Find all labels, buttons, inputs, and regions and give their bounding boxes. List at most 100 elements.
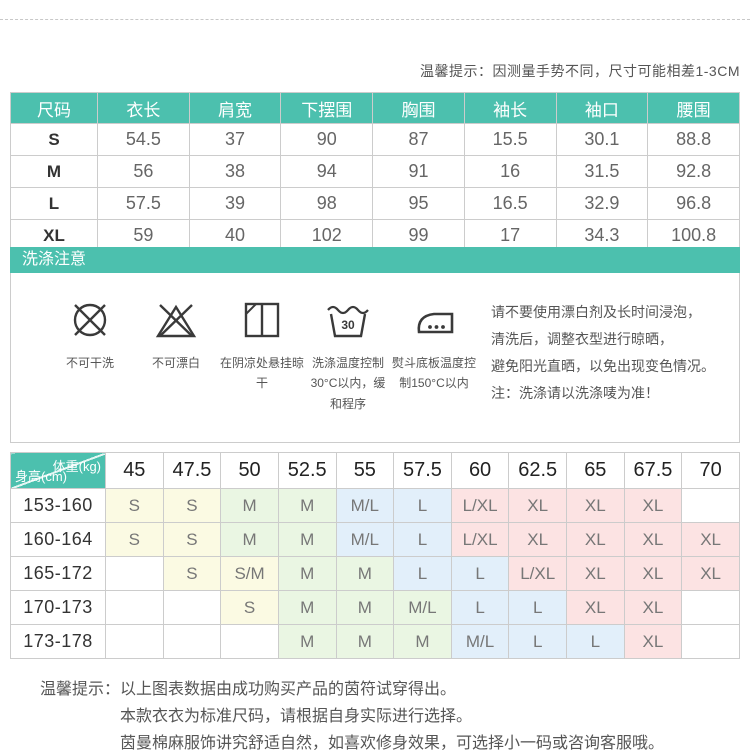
- size-cell: 38: [188, 155, 282, 188]
- wash-note: 请不要使用漂白剂及长时间浸泡， 清洗后，调整衣型进行晾晒， 避免阳光直晒，以免出…: [491, 299, 731, 407]
- corner-height-label: 身高(cm): [15, 469, 67, 484]
- matrix-row: 160-164 S S M M M/L L L/XL XL XL XL XL: [10, 522, 740, 557]
- wash-note-line: 注：洗涤请以洗涤唛为准！: [491, 385, 659, 401]
- size-recommend-cell: M: [335, 624, 395, 659]
- wash-note-line: 避免阳光直晒，以免出现变色情况。: [491, 358, 715, 374]
- size-cell: 39: [188, 187, 282, 220]
- weight-col-header: 62.5: [508, 452, 567, 489]
- size-recommend-cell: XL: [566, 556, 625, 591]
- weight-col-header: 57.5: [393, 452, 452, 489]
- size-col-header: 胸围: [372, 92, 465, 124]
- size-recommend-cell: M: [277, 590, 337, 625]
- top-measure-tip: 温馨提示：因测量手势不同，尺寸可能相差1-3CM: [419, 63, 740, 79]
- weight-col-header: 47.5: [162, 452, 222, 489]
- bottom-tips-lines: 以上图表数据由成功购买产品的茵符试穿得出。 本款衣衣为标准尺码，请根据自身实际进…: [120, 676, 664, 750]
- svg-text:30: 30: [341, 318, 355, 332]
- shade-hang-dry-icon: [244, 302, 280, 338]
- size-recommend-cell: [681, 488, 740, 523]
- size-recommend-cell: M: [393, 624, 452, 659]
- size-cell: 30.1: [555, 123, 649, 156]
- size-recommend-cell: XL: [681, 522, 740, 557]
- wash-item-no-bleach: 不可漂白: [133, 299, 219, 373]
- size-cell: 94: [280, 155, 374, 188]
- size-recommend-cell: L: [450, 556, 510, 591]
- size-cell: 102: [280, 219, 374, 252]
- size-cell: 88.8: [647, 123, 740, 156]
- iron-150c-icon: [417, 312, 454, 334]
- size-recommend-cell: [162, 624, 222, 659]
- height-row-label: 160-164: [10, 522, 106, 557]
- size-cell: 91: [372, 155, 465, 188]
- size-recommend-cell: [220, 624, 279, 659]
- matrix-row: 153-160 S S M M M/L L L/XL XL XL XL: [10, 488, 740, 523]
- size-col-header: 衣长: [97, 92, 190, 124]
- size-recommend-cell: [105, 624, 164, 659]
- weight-col-header: 70: [681, 452, 740, 489]
- size-cell: 87: [372, 123, 465, 156]
- size-recommend-cell: M: [220, 488, 279, 523]
- size-recommend-cell: M: [277, 522, 337, 557]
- size-cell: 34.3: [555, 219, 649, 252]
- bottom-tips: 温馨提示： 以上图表数据由成功购买产品的茵符试穿得出。 本款衣衣为标准尺码，请根…: [40, 676, 664, 750]
- size-recommend-cell: L: [393, 488, 452, 523]
- size-cell: 98: [280, 187, 374, 220]
- size-col-header: 尺码: [10, 92, 98, 124]
- size-recommend-cell: L/XL: [508, 556, 567, 591]
- size-table-row: L 57.5 39 98 95 16.5 32.9 96.8: [10, 187, 740, 220]
- weight-col-header: 60: [450, 452, 510, 489]
- bottom-tip-line: 本款衣衣为标准尺码，请根据自身实际进行选择。: [120, 708, 473, 725]
- wash-note-line: 清洗后，调整衣型进行晾晒，: [491, 331, 673, 347]
- size-recommend-cell: S: [105, 488, 164, 523]
- size-recommend-cell: XL: [623, 624, 683, 659]
- size-recommend-cell: L/XL: [450, 488, 510, 523]
- size-col-header: 袖长: [463, 92, 557, 124]
- size-recommend-cell: L: [566, 624, 625, 659]
- size-cell: 16.5: [463, 187, 557, 220]
- size-recommend-cell: S: [162, 522, 222, 557]
- size-col-header: 腰围: [647, 92, 740, 124]
- weight-col-header: 45: [105, 452, 164, 489]
- size-col-header: 袖口: [555, 92, 649, 124]
- size-row-label: XL: [10, 219, 98, 252]
- size-recommend-cell: S: [162, 488, 222, 523]
- size-recommend-cell: M: [277, 488, 337, 523]
- size-row-label: L: [10, 187, 98, 220]
- weight-col-header: 65: [566, 452, 625, 489]
- size-table-row: S 54.5 37 90 87 15.5 30.1 88.8: [10, 123, 740, 156]
- size-recommend-cell: M/L: [335, 488, 395, 523]
- size-recommend-cell: [681, 624, 740, 659]
- height-row-label: 173-178: [10, 624, 106, 659]
- matrix-row: 170-173 S M M M/L L L XL XL: [10, 590, 740, 625]
- size-recommend-cell: [105, 556, 164, 591]
- size-row-label: S: [10, 123, 98, 156]
- bottom-tip-line: 以上图表数据由成功购买产品的茵符试穿得出。: [120, 681, 457, 698]
- size-table-header-row: 尺码 衣长 肩宽 下摆围 胸围 袖长 袖口 腰围: [10, 92, 740, 124]
- size-cell: 31.5: [555, 155, 649, 188]
- size-recommend-cell: L: [508, 590, 567, 625]
- wash-item-no-dry-clean: 不可干洗: [47, 299, 133, 373]
- weight-col-header: 55: [335, 452, 395, 489]
- bottom-tip-line: 茵曼棉麻服饰讲究舒适自然，如喜欢修身效果，可选择小一码或咨询客服哦。: [120, 735, 665, 750]
- wash-section-title: 洗涤注意: [10, 247, 740, 273]
- top-dashed-divider: [0, 19, 750, 20]
- size-cell: 99: [372, 219, 465, 252]
- size-recommend-cell: L: [508, 624, 567, 659]
- wash-item-label: 洗涤温度控制30°C以内，缓和程序: [310, 356, 386, 411]
- weight-col-header: 52.5: [277, 452, 337, 489]
- wash-item-shade-hang-dry: 在阴凉处悬挂晾干: [219, 299, 305, 394]
- size-recommend-cell: XL: [508, 522, 567, 557]
- bottom-tips-label: 温馨提示：: [40, 681, 121, 698]
- size-recommend-cell: L/XL: [450, 522, 510, 557]
- wash-item-label: 不可漂白: [151, 356, 200, 370]
- size-recommend-cell: M: [220, 522, 279, 557]
- size-cell: 95: [372, 187, 465, 220]
- size-recommend-cell: XL: [566, 488, 625, 523]
- weight-col-header: 67.5: [623, 452, 683, 489]
- size-row-label: M: [10, 155, 98, 188]
- size-recommend-cell: L: [450, 590, 510, 625]
- size-recommend-cell: M: [335, 590, 395, 625]
- size-recommend-cell: S: [162, 556, 222, 591]
- height-row-label: 170-173: [10, 590, 106, 625]
- size-cell: 15.5: [463, 123, 557, 156]
